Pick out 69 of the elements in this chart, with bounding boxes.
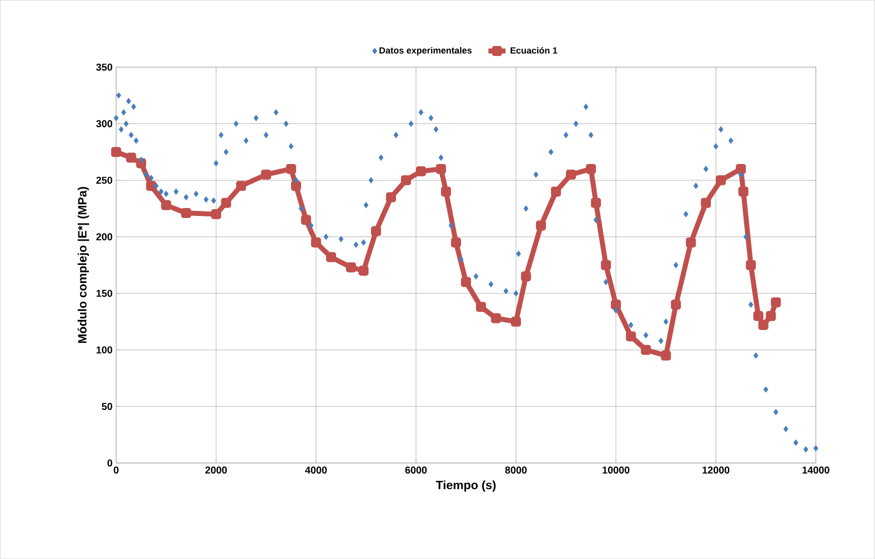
point	[236, 180, 246, 191]
point	[221, 198, 232, 208]
y-axis-title: Módulo complejo |E*| (MPa)	[78, 186, 90, 343]
point	[736, 164, 746, 174]
x-tick-label: 4000	[305, 466, 327, 474]
x-tick-label: 8000	[505, 466, 527, 474]
point	[640, 344, 651, 355]
point	[600, 260, 611, 270]
point	[346, 262, 356, 272]
point	[746, 260, 756, 270]
point	[700, 198, 711, 208]
legend-label: Datos experimentales	[380, 46, 472, 56]
point	[441, 186, 451, 197]
x-tick-label: 2000	[205, 466, 227, 474]
point	[386, 192, 396, 202]
x-tick-label: 6000	[405, 466, 427, 474]
point	[111, 146, 122, 157]
point	[476, 302, 486, 312]
y-tick-label: 100	[96, 346, 112, 354]
point	[286, 164, 296, 174]
y-tick-label: 350	[96, 64, 112, 71]
point	[753, 310, 764, 321]
point	[371, 226, 382, 236]
point	[181, 208, 192, 218]
point	[291, 180, 302, 191]
point	[490, 313, 501, 324]
point	[686, 237, 696, 248]
point	[586, 164, 596, 174]
point	[536, 220, 546, 230]
point	[358, 266, 369, 276]
point	[161, 200, 172, 210]
y-tick-label: 150	[96, 290, 112, 297]
x-tick-label: 14000	[802, 466, 830, 474]
x-tick-label: 12000	[702, 466, 730, 474]
point	[758, 320, 768, 330]
y-tick-label: 300	[96, 120, 112, 128]
point	[716, 175, 726, 186]
point	[510, 316, 521, 327]
x-tick-label: 0	[114, 466, 119, 474]
x-axis-title: Tiempo (s)	[436, 480, 496, 492]
point	[401, 175, 412, 186]
point	[566, 170, 576, 180]
point	[520, 271, 531, 282]
point	[311, 237, 322, 248]
point	[416, 166, 426, 176]
point	[770, 297, 781, 308]
point	[738, 186, 748, 197]
point	[626, 331, 636, 342]
point	[326, 252, 336, 262]
point	[460, 276, 471, 287]
point	[211, 209, 222, 220]
point	[660, 350, 671, 360]
point	[436, 164, 446, 174]
point	[126, 152, 136, 163]
y-tick-label: 0	[107, 459, 112, 466]
y-tick-label: 250	[96, 176, 112, 184]
point	[610, 300, 621, 310]
point	[590, 198, 601, 208]
legend-label: Ecuación 1	[510, 46, 558, 54]
point	[550, 186, 561, 197]
point	[451, 237, 461, 248]
y-tick-label: 50	[102, 402, 112, 410]
x-tick-label: 10000	[602, 466, 630, 474]
point	[301, 214, 312, 225]
point	[766, 310, 776, 321]
point	[146, 180, 156, 191]
y-tick-label: 200	[96, 233, 112, 240]
point	[670, 300, 681, 310]
point	[261, 170, 272, 180]
